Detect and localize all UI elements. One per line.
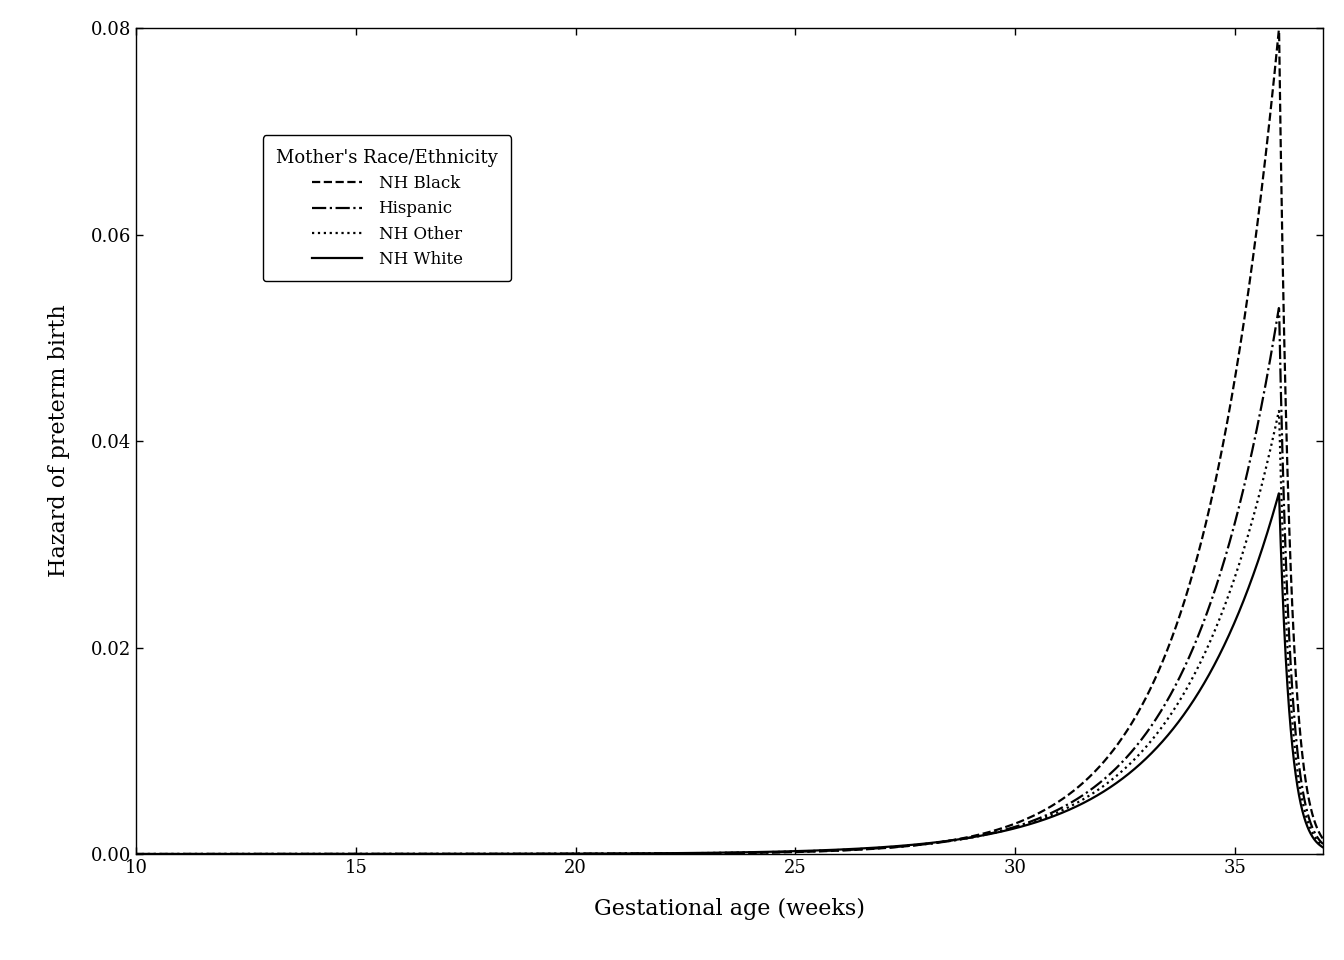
- NH Black: [1271, 24, 1288, 36]
- NH White: [900, 839, 917, 851]
- NH Black: [1103, 746, 1120, 757]
- NH Other: [840, 844, 856, 855]
- Hispanic: [128, 849, 144, 860]
- NH Black: [840, 845, 856, 856]
- NH Other: [1013, 820, 1030, 831]
- NH Other: [128, 849, 144, 860]
- Hispanic: [1314, 838, 1331, 850]
- NH White: [840, 844, 856, 855]
- Line: Hispanic: Hispanic: [136, 308, 1322, 854]
- Line: NH White: NH White: [136, 493, 1322, 854]
- NH White: [1103, 780, 1120, 792]
- NH White: [344, 849, 360, 860]
- NH Other: [1314, 840, 1331, 852]
- NH Black: [344, 849, 360, 860]
- Legend: NH Black, Hispanic, NH Other, NH White: NH Black, Hispanic, NH Other, NH White: [263, 135, 512, 281]
- Hispanic: [582, 848, 598, 859]
- NH Other: [344, 849, 360, 860]
- NH Other: [900, 840, 917, 852]
- Hispanic: [344, 849, 360, 860]
- Hispanic: [1103, 766, 1120, 778]
- Hispanic: [1013, 819, 1030, 830]
- NH Black: [1314, 833, 1331, 845]
- Y-axis label: Hazard of preterm birth: Hazard of preterm birth: [48, 304, 70, 577]
- Hispanic: [900, 840, 917, 852]
- NH White: [582, 848, 598, 859]
- NH Black: [128, 849, 144, 860]
- NH Other: [1103, 774, 1120, 785]
- Hispanic: [840, 844, 856, 855]
- NH White: [1271, 488, 1288, 499]
- NH Black: [582, 848, 598, 859]
- NH Black: [900, 840, 917, 852]
- NH White: [128, 849, 144, 860]
- NH White: [1314, 842, 1331, 853]
- NH Other: [1271, 405, 1288, 417]
- Line: NH Other: NH Other: [136, 411, 1322, 854]
- NH Black: [1013, 815, 1030, 827]
- Line: NH Black: NH Black: [136, 30, 1322, 854]
- Hispanic: [1271, 302, 1288, 314]
- NH White: [1013, 821, 1030, 832]
- X-axis label: Gestational age (weeks): Gestational age (weeks): [594, 898, 866, 920]
- NH Other: [582, 848, 598, 859]
